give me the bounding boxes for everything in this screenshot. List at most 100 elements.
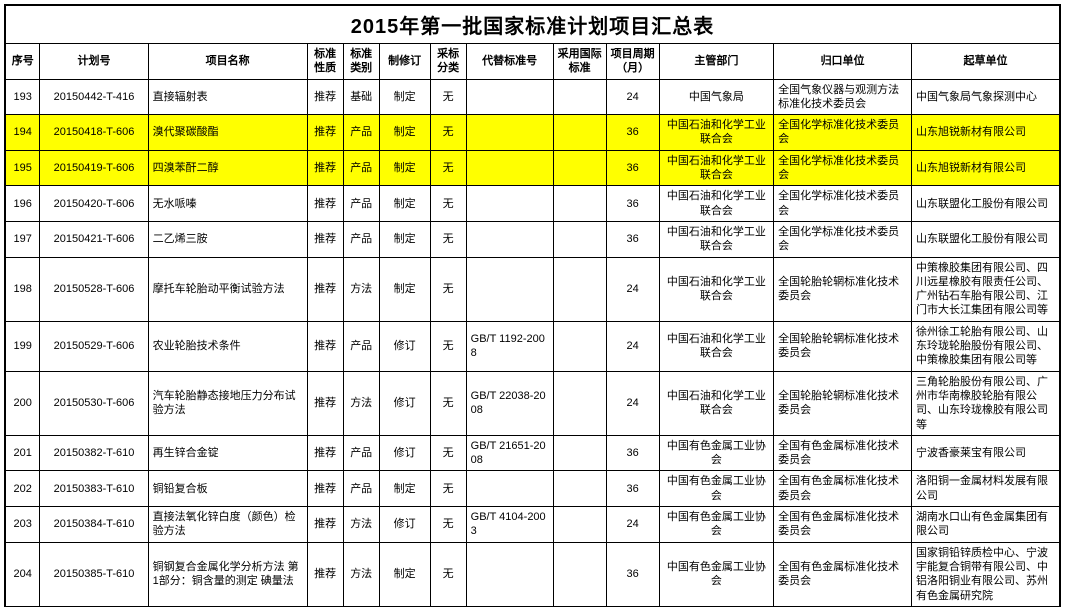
table-cell: 24 [606,507,659,543]
table-cell: 全国化学标准化技术委员会 [774,115,912,151]
table-cell: 36 [606,186,659,222]
table-cell: 20150420-T-606 [40,186,148,222]
table-cell: 无 [430,115,466,151]
table-cell: 方法 [343,257,379,321]
table-cell [466,542,553,606]
table-cell: 无 [430,435,466,471]
table-cell: 无 [430,79,466,115]
table-cell: 山东旭锐新材有限公司 [911,115,1060,151]
table-cell: 中策橡胶集团有限公司、四川远星橡胶有限责任公司、广州钻石车胎有限公司、江门市大长… [911,257,1060,321]
table-cell: 36 [606,471,659,507]
table-cell: 再生锌合金锭 [148,435,307,471]
column-header: 项目周期（月） [606,44,659,79]
table-cell: 20150418-T-606 [40,115,148,151]
table-cell: 199 [6,321,40,371]
table-cell [553,150,606,186]
table-cell: 修订 [379,435,430,471]
table-cell: 20150442-T-416 [40,79,148,115]
table-cell: 中国石油和化学工业联合会 [659,115,774,151]
table-cell [553,221,606,257]
table-row: 19520150419-T-606四溴苯酐二醇推荐产品制定无36中国石油和化学工… [6,150,1060,186]
table-cell: 24 [606,79,659,115]
table-cell: 产品 [343,150,379,186]
table-cell: 无 [430,471,466,507]
table-cell: 20150384-T-610 [40,507,148,543]
table-cell: 24 [606,257,659,321]
table-cell: 全国化学标准化技术委员会 [774,221,912,257]
table-cell: 中国有色金属工业协会 [659,507,774,543]
table-cell: 20150383-T-610 [40,471,148,507]
column-header: 主管部门 [659,44,774,79]
table-cell: 中国石油和化学工业联合会 [659,150,774,186]
table-cell: 修订 [379,371,430,435]
table-cell: 直接辐射表 [148,79,307,115]
table-cell [466,221,553,257]
table-cell: 修订 [379,507,430,543]
table-row: 19820150528-T-606摩托车轮胎动平衡试验方法推荐方法制定无24中国… [6,257,1060,321]
table-cell: 中国石油和化学工业联合会 [659,371,774,435]
table-cell: 方法 [343,542,379,606]
table-cell: 四溴苯酐二醇 [148,150,307,186]
table-cell: 制定 [379,221,430,257]
table-cell: 铜钢复合金属化学分析方法 第1部分：铜含量的测定 碘量法 [148,542,307,606]
table-cell: 二乙烯三胺 [148,221,307,257]
table-cell: 产品 [343,435,379,471]
table-cell: 铜铅复合板 [148,471,307,507]
table-cell [553,471,606,507]
table-cell: 产品 [343,221,379,257]
standards-table: 序号计划号项目名称标准性质标准类别制修订采标分类代替标准号采用国际标准项目周期（… [6,44,1061,607]
table-cell: 中国气象局 [659,79,774,115]
table-cell: 溴代聚碳酸酯 [148,115,307,151]
table-cell: 20150382-T-610 [40,435,148,471]
table-cell: 推荐 [307,221,343,257]
table-cell [553,542,606,606]
table-cell: 产品 [343,471,379,507]
table-cell: 制定 [379,471,430,507]
table-cell: GB/T 4104-2003 [466,507,553,543]
table-cell: 203 [6,507,40,543]
table-cell: 193 [6,79,40,115]
table-cell: GB/T 21651-2008 [466,435,553,471]
table-cell: 全国轮胎轮辋标准化技术委员会 [774,321,912,371]
table-cell: 20150421-T-606 [40,221,148,257]
table-cell [553,186,606,222]
table-row: 19320150442-T-416直接辐射表推荐基础制定无24中国气象局全国气象… [6,79,1060,115]
table-cell: 无 [430,150,466,186]
table-row: 19420150418-T-606溴代聚碳酸酯推荐产品制定无36中国石油和化学工… [6,115,1060,151]
table-row: 20320150384-T-610直接法氧化锌白度（颜色）检验方法推荐方法修订无… [6,507,1060,543]
table-cell: 推荐 [307,257,343,321]
table-cell: 推荐 [307,435,343,471]
column-header: 标准性质 [307,44,343,79]
table-cell: 推荐 [307,371,343,435]
table-cell [553,115,606,151]
table-cell: 中国有色金属工业协会 [659,435,774,471]
column-header: 归口单位 [774,44,912,79]
table-cell: 制定 [379,150,430,186]
table-cell: 推荐 [307,186,343,222]
table-cell: 湖南水口山有色金属集团有限公司 [911,507,1060,543]
table-cell: 山东旭锐新材有限公司 [911,150,1060,186]
column-header: 采标分类 [430,44,466,79]
table-cell: 中国石油和化学工业联合会 [659,221,774,257]
table-cell: 推荐 [307,471,343,507]
table-cell: 20150385-T-610 [40,542,148,606]
table-cell: 三角轮胎股份有限公司、广州市华南橡胶轮胎有限公司、山东玲珑橡胶有限公司等 [911,371,1060,435]
table-cell: 产品 [343,321,379,371]
table-cell: 197 [6,221,40,257]
table-cell: 200 [6,371,40,435]
table-row: 20120150382-T-610再生锌合金锭推荐产品修订无GB/T 21651… [6,435,1060,471]
table-cell: 直接法氧化锌白度（颜色）检验方法 [148,507,307,543]
table-cell: 国家铜铅锌质检中心、宁波宇能复合铜带有限公司、中铝洛阳铜业有限公司、苏州有色金属… [911,542,1060,606]
table-cell: 全国化学标准化技术委员会 [774,186,912,222]
table-cell [466,257,553,321]
table-header: 序号计划号项目名称标准性质标准类别制修订采标分类代替标准号采用国际标准项目周期（… [6,44,1060,79]
table-cell: 36 [606,542,659,606]
document-title: 2015年第一批国家标准计划项目汇总表 [6,6,1061,44]
table-cell: 36 [606,150,659,186]
table-cell: GB/T 22038-2008 [466,371,553,435]
table-cell [466,79,553,115]
table-cell: 全国气象仪器与观测方法标准化技术委员会 [774,79,912,115]
table-cell: 196 [6,186,40,222]
table-row: 19620150420-T-606无水哌嗪推荐产品制定无36中国石油和化学工业联… [6,186,1060,222]
table-cell [553,257,606,321]
